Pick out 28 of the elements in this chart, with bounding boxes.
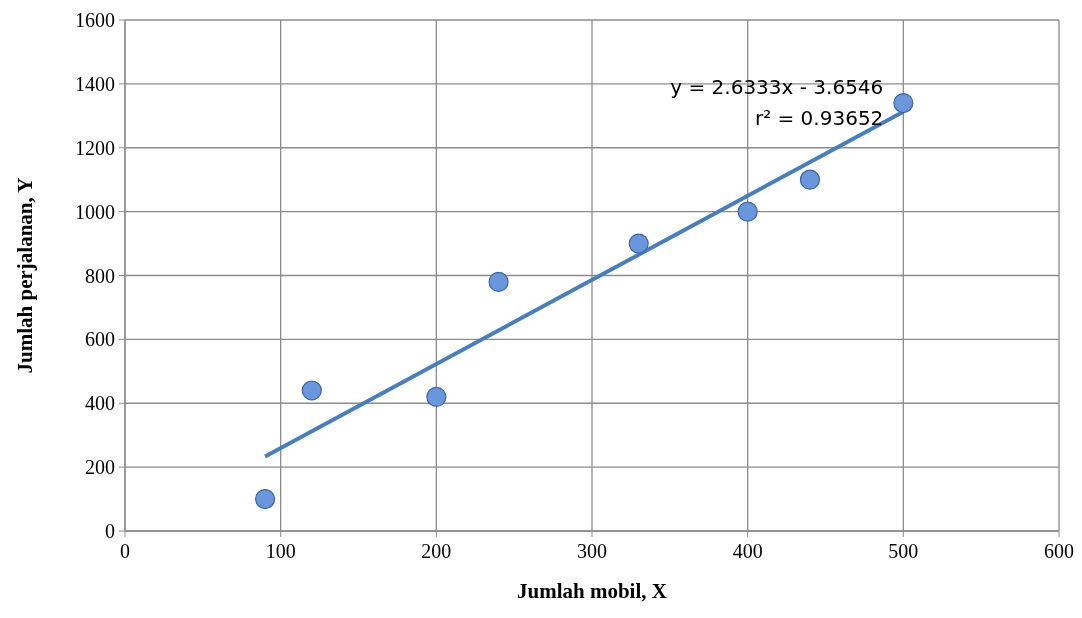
y-tick-label: 800 [85,264,115,287]
y-tick-label: 0 [105,520,115,542]
y-tick-label: 1400 [75,72,115,95]
point [301,380,322,401]
annotation: y = 2.6333x - 3.6546 [670,74,884,99]
y-tick-label: 1600 [75,9,115,31]
x-tick-label: 100 [265,540,296,562]
point [488,271,509,292]
point [426,386,447,407]
x-tick-label: 400 [732,540,763,562]
y-tick-label: 1000 [75,200,115,223]
x-tick-label: 500 [888,540,919,562]
y-tick-label: 200 [85,456,115,479]
y-tick-label: 400 [85,392,115,415]
x-axis-title: Jumlah mobil, X [517,579,667,603]
x-tick-label: 600 [1044,540,1074,562]
point [799,169,821,190]
annotation: r² = 0.93652 [754,105,884,130]
point [893,92,914,114]
y-axis-title: Jumlah perjalanan, Y [13,177,37,374]
y-tick-label: 1200 [75,136,115,159]
x-tick-label: 0 [120,540,130,562]
x-tick-label: 300 [577,540,607,562]
point [628,233,649,254]
x-tick-label: 200 [421,540,452,562]
y-tick-label: 600 [85,328,115,351]
point [737,201,758,222]
point [255,488,276,510]
